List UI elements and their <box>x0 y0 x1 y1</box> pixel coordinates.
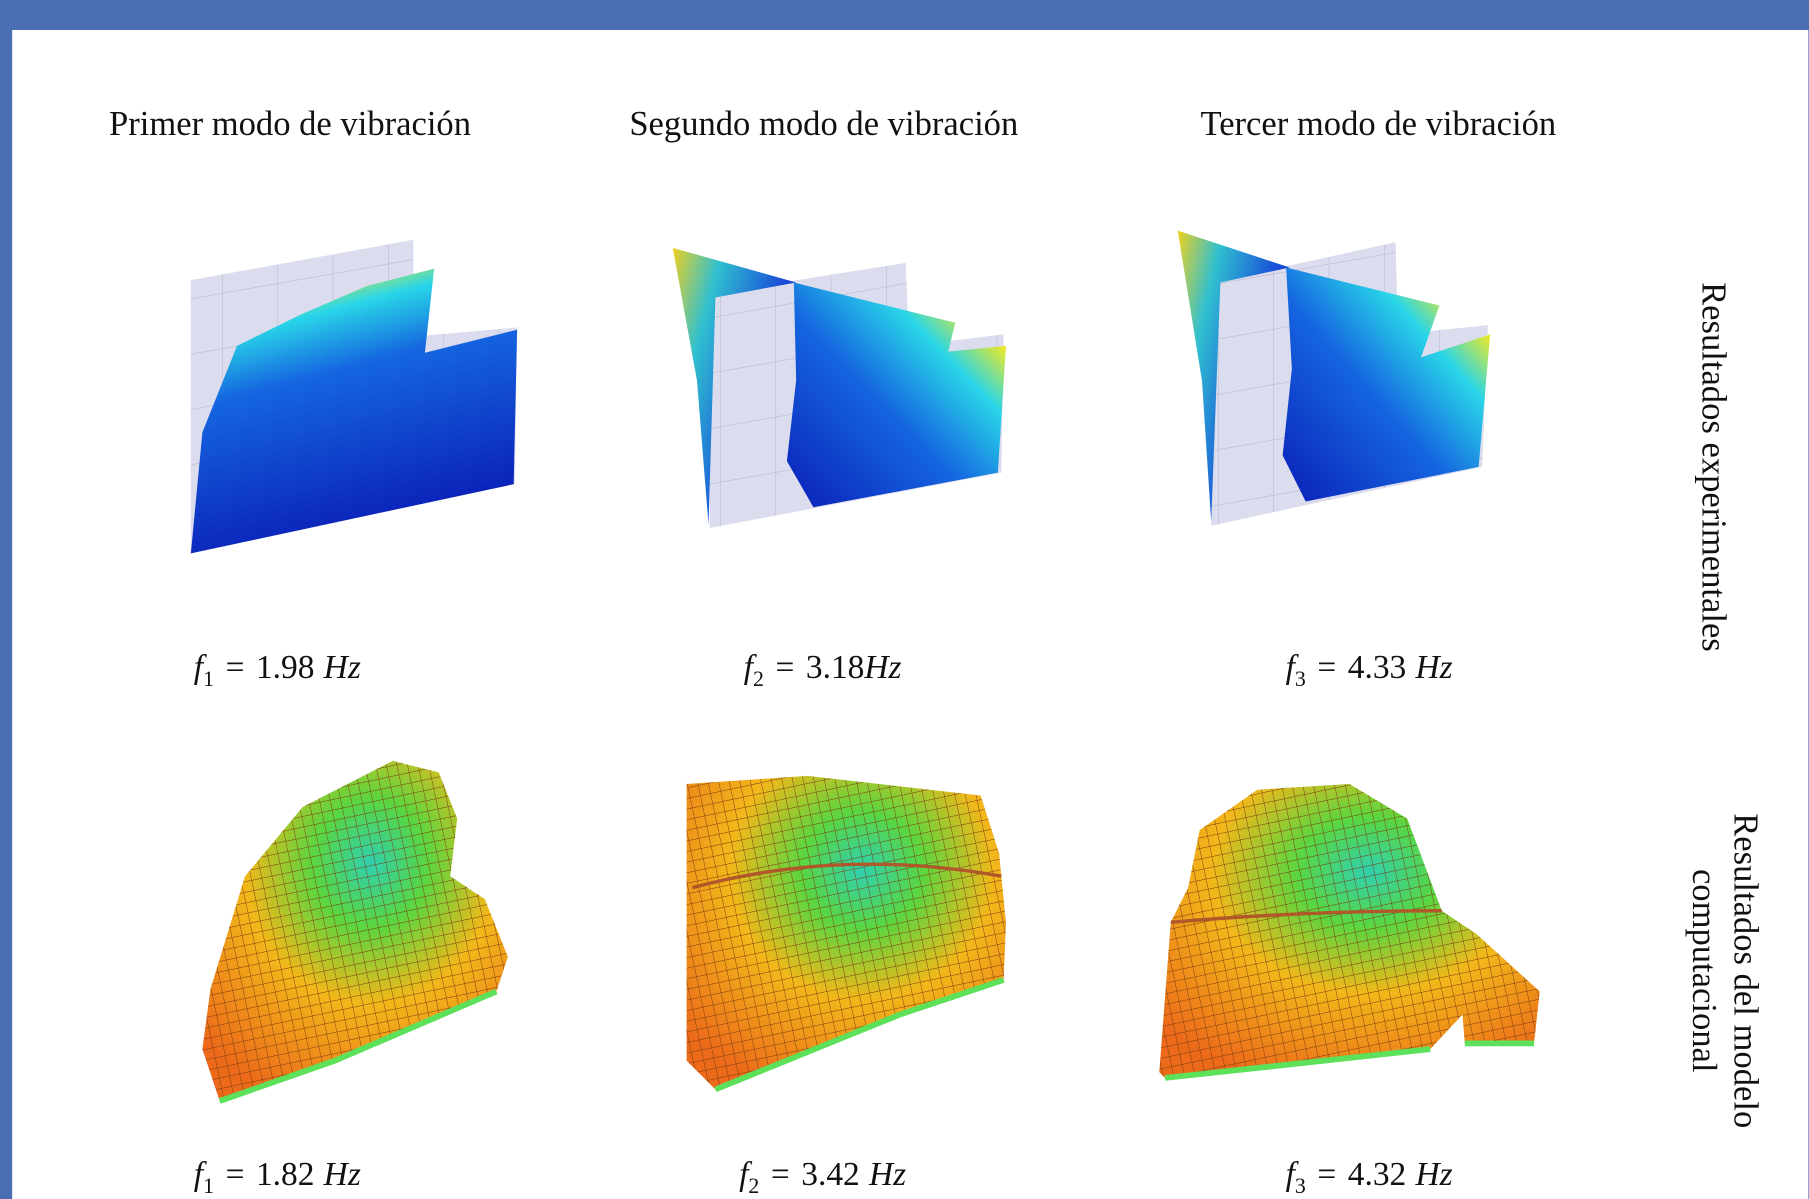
computational-mode-3 <box>1159 783 1540 1081</box>
computational-mode-2 <box>686 775 1006 1093</box>
frequency-index: 2 <box>748 1173 759 1198</box>
frequency-value: 1.98 <box>256 649 315 686</box>
frequency-unit: Hz <box>868 1156 906 1193</box>
frequency-relation: = <box>771 1156 790 1193</box>
column-title: Primer modo de vibración <box>109 105 471 143</box>
frequency-index: 3 <box>1295 1173 1306 1198</box>
column-title: Segundo modo de vibración <box>629 105 1018 143</box>
frequency-value: 3.42 <box>801 1156 860 1193</box>
frequency-relation: = <box>1317 649 1336 686</box>
frequency-value: 3.18 <box>806 649 865 686</box>
frequency-unit: Hz <box>1414 1156 1452 1193</box>
frequency-label: f1 = 1.98 Hz <box>194 649 361 691</box>
frequency-unit: Hz <box>1414 649 1452 686</box>
frequency-index: 1 <box>203 1173 214 1198</box>
frequency-label: f1 = 1.82 Hz <box>194 1156 361 1198</box>
frequency-index: 1 <box>203 666 214 691</box>
computational-mode-1 <box>202 760 508 1104</box>
frequency-unit: Hz <box>323 1156 361 1193</box>
frequency-label: f2 = 3.18Hz <box>744 649 902 691</box>
row-label: Resultados del modelo <box>1727 813 1765 1128</box>
experimental-mode-2 <box>672 247 1006 529</box>
frequency-relation: = <box>226 649 245 686</box>
frequency-value: 1.82 <box>256 1156 315 1193</box>
column-title: Tercer modo de vibración <box>1200 105 1556 143</box>
row-label: Resultados experimentales <box>1694 282 1732 652</box>
frequency-relation: = <box>1317 1156 1336 1193</box>
frequency-label: f2 = 3.42 Hz <box>739 1156 906 1198</box>
experimental-mode-1 <box>190 239 518 554</box>
frequency-label: f3 = 4.33 Hz <box>1286 649 1453 691</box>
frequency-index: 2 <box>753 666 764 691</box>
frequency-label: f3 = 4.32 Hz <box>1286 1156 1453 1198</box>
frequency-index: 3 <box>1295 666 1306 691</box>
frequency-unit: Hz <box>863 649 901 686</box>
frequency-relation: = <box>776 649 795 686</box>
frequency-relation: = <box>226 1156 245 1193</box>
frequency-value: 4.33 <box>1348 649 1407 686</box>
experimental-mode-3 <box>1177 230 1491 526</box>
row-label: computacional <box>1685 869 1723 1073</box>
frequency-unit: Hz <box>323 649 361 686</box>
frequency-value: 4.32 <box>1348 1156 1407 1193</box>
